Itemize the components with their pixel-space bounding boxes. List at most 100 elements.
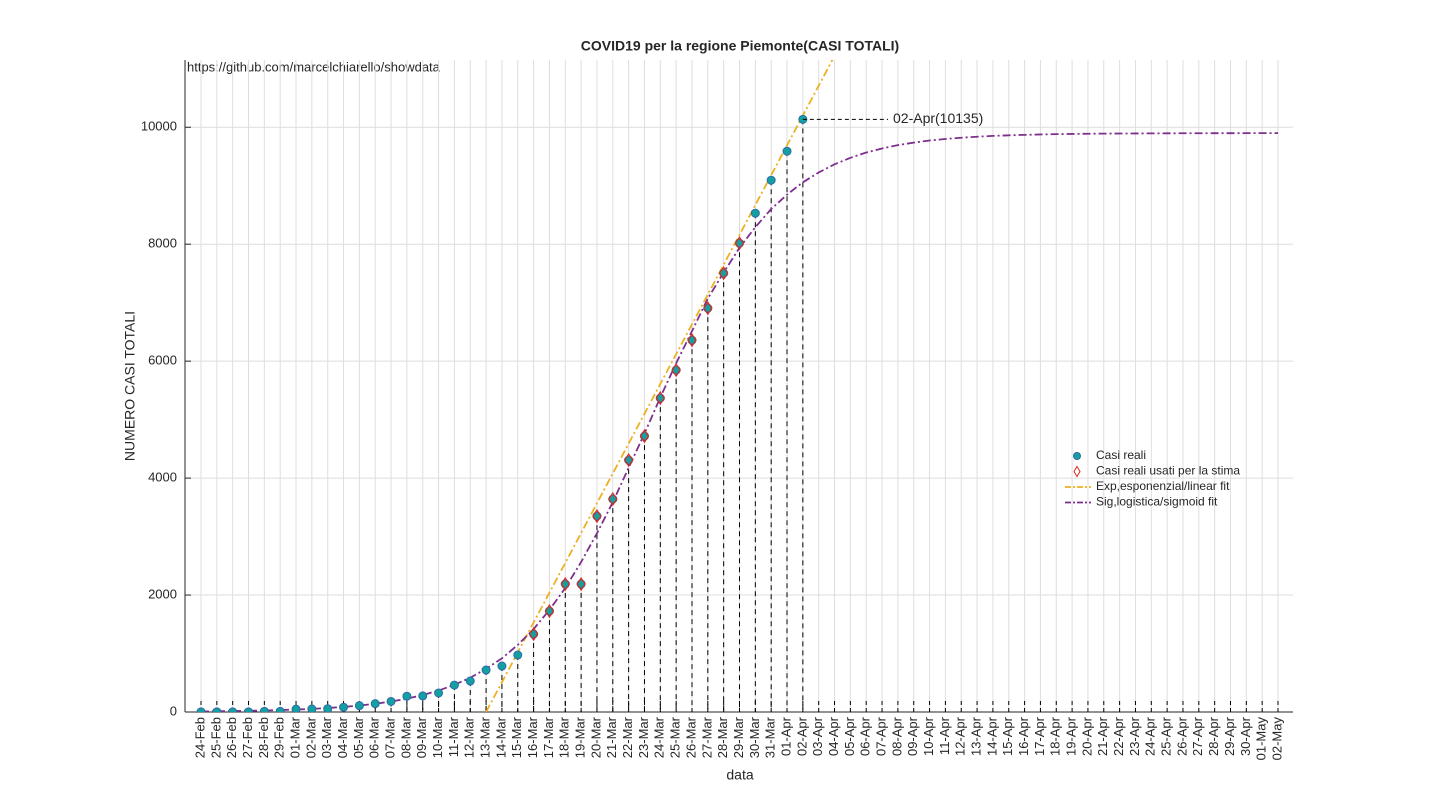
x-tick-label: 28-Feb — [256, 717, 271, 758]
x-tick-label: 09-Mar — [414, 716, 429, 758]
data-point — [370, 699, 380, 709]
data-point — [323, 704, 333, 712]
x-tick-label: 02-May — [1269, 717, 1284, 761]
x-tick-label: 19-Apr — [1064, 716, 1079, 756]
y-tick-label: 6000 — [148, 353, 177, 368]
x-tick-label: 04-Apr — [826, 716, 841, 756]
y-tick-label: 8000 — [148, 236, 177, 251]
data-point — [418, 691, 428, 701]
x-tick-label: 18-Mar — [557, 716, 572, 758]
legend-marker — [1073, 452, 1081, 460]
y-tick-label: 2000 — [148, 586, 177, 601]
data-point — [481, 665, 491, 675]
x-tick-label: 25-Apr — [1159, 716, 1174, 756]
data-point — [259, 706, 269, 712]
x-tick-label: 02-Mar — [303, 716, 318, 758]
plot-layer — [196, 60, 1278, 712]
x-tick-label: 11-Apr — [937, 716, 952, 755]
annotation: 02-Apr(10135) — [893, 110, 983, 126]
estimate-point — [544, 603, 555, 619]
legend-label: Casi reali usati per la stima — [1096, 464, 1240, 478]
x-tick-label: 04-Mar — [335, 716, 350, 758]
y-tick-label: 10000 — [141, 119, 177, 134]
data-point — [339, 702, 349, 712]
estimate-point — [528, 626, 539, 642]
x-tick-label: 14-Apr — [984, 716, 999, 756]
data-point — [750, 208, 760, 218]
fit-line — [485, 60, 834, 712]
estimate-point — [592, 509, 602, 524]
x-tick-label: 25-Feb — [208, 717, 223, 758]
x-tick-label: 28-Apr — [1206, 716, 1221, 756]
x-tick-label: 12-Apr — [953, 716, 968, 756]
estimate-point — [639, 429, 650, 444]
x-tick-label: 09-Apr — [905, 716, 920, 756]
data-point — [386, 696, 396, 706]
x-tick-label: 12-Mar — [462, 716, 477, 758]
x-tick-label: 30-Apr — [1238, 716, 1253, 756]
x-tick-label: 13-Apr — [969, 716, 984, 756]
x-tick-label: 31-Mar — [763, 716, 778, 758]
x-tick-label: 10-Apr — [921, 716, 936, 756]
x-tick-label: 01-Mar — [287, 716, 302, 758]
x-tick-label: 16-Mar — [525, 716, 540, 758]
data-point — [307, 704, 317, 712]
x-tick-label: 03-Mar — [319, 716, 334, 758]
data-point — [275, 706, 285, 712]
data-point — [212, 707, 222, 712]
data-point — [196, 707, 206, 712]
x-tick-label: 26-Mar — [683, 716, 698, 758]
estimate-point — [608, 492, 618, 507]
x-tick-label: 24-Mar — [652, 716, 667, 758]
x-tick-label: 11-Mar — [446, 716, 461, 757]
x-tick-label: 30-Mar — [747, 716, 762, 758]
x-tick-label: 06-Mar — [367, 716, 382, 758]
x-tick-label: 22-Apr — [1111, 716, 1126, 756]
data-point — [465, 676, 475, 686]
x-tick-label: 15-Apr — [1000, 716, 1015, 756]
x-tick-label: 24-Feb — [192, 717, 207, 758]
estimate-point — [718, 266, 729, 281]
x-tick-label: 20-Mar — [588, 716, 603, 758]
data-point — [513, 650, 523, 660]
estimate-point — [703, 301, 713, 316]
x-tick-label: 24-Apr — [1143, 716, 1158, 756]
x-tick-label: 07-Mar — [382, 716, 397, 758]
data-point — [449, 680, 459, 690]
estimate-point — [560, 576, 571, 592]
x-tick-label: 03-Apr — [810, 716, 825, 756]
x-tick-label: 06-Apr — [858, 716, 873, 756]
estimate-point — [623, 453, 634, 468]
x-tick-label: 08-Apr — [889, 716, 904, 756]
estimate-point — [655, 391, 666, 406]
x-tick-label: 19-Mar — [573, 716, 588, 758]
legend-label: Exp,esponenzial/linear fit — [1096, 479, 1230, 493]
source-note: https://github.com/marcelchiarello/showd… — [187, 59, 441, 74]
data-point — [402, 691, 412, 701]
x-tick-label: 01-May — [1254, 717, 1269, 761]
estimate-point — [734, 236, 745, 251]
estimate-point — [687, 333, 697, 348]
x-tick-label: 28-Mar — [715, 716, 730, 758]
x-tick-label: 05-Mar — [351, 716, 366, 758]
data-point — [291, 704, 301, 712]
x-axis-label: data — [726, 767, 753, 783]
x-tick-label: 29-Mar — [731, 716, 746, 758]
x-tick-label: 17-Mar — [541, 716, 556, 758]
x-tick-label: 08-Mar — [398, 716, 413, 758]
x-tick-label: 10-Mar — [430, 716, 445, 758]
legend-marker — [1073, 465, 1081, 478]
fit-line — [200, 132, 1278, 712]
x-tick-label: 29-Feb — [272, 717, 287, 758]
x-tick-label: 14-Mar — [493, 716, 508, 758]
x-tick-label: 21-Apr — [1095, 716, 1110, 756]
estimate-point — [671, 363, 681, 378]
x-tick-label: 23-Mar — [636, 716, 651, 758]
x-tick-label: 07-Apr — [873, 716, 888, 756]
y-tick-label: 4000 — [148, 470, 177, 485]
x-tick-label: 27-Mar — [699, 716, 714, 758]
x-tick-label: 21-Mar — [604, 716, 619, 758]
data-point — [354, 701, 364, 711]
y-tick-label: 0 — [170, 703, 177, 718]
